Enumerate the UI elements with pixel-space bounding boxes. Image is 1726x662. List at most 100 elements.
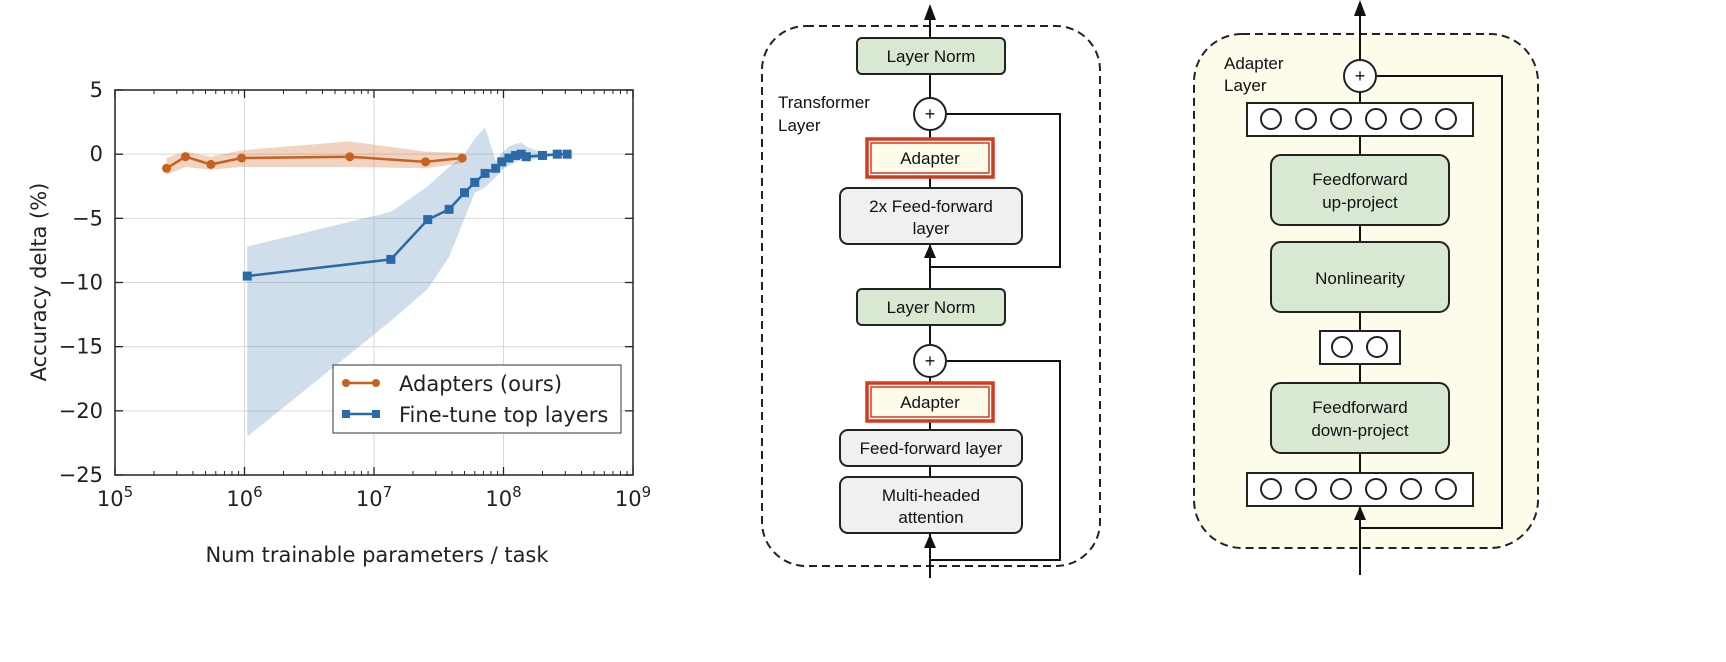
data-point <box>516 149 526 159</box>
data-point <box>470 177 480 187</box>
data-point <box>511 150 521 160</box>
neuron <box>1295 108 1317 130</box>
series-lines <box>162 149 572 281</box>
x-tick-label: 108 <box>485 483 521 511</box>
data-point <box>562 149 572 159</box>
data-point <box>497 157 507 167</box>
skip-connection-bottom <box>930 360 1061 561</box>
ffn-2x-box <box>839 187 1023 245</box>
data-point <box>457 153 467 163</box>
adapter-output-arrowhead <box>1354 0 1366 16</box>
legend-adapters-marker <box>372 379 380 387</box>
down-project-box <box>1270 382 1450 454</box>
adapter-title-line2: Layer <box>1224 76 1267 95</box>
add-node-bottom-plus: + <box>925 351 936 371</box>
attention-label-line1: Multi-headed <box>882 486 980 505</box>
transformer-title-line1: Transformer <box>778 93 870 112</box>
neuron <box>1400 108 1422 130</box>
input-neurons <box>1260 478 1457 500</box>
data-point <box>480 168 490 178</box>
axis-ticks: 105 106 107 108 109 5 0 −5 −10 −15 −20 −25 <box>59 78 651 511</box>
adapter-add-node-plus: + <box>1355 66 1366 86</box>
neuron <box>1400 478 1422 500</box>
legend-box <box>332 364 622 434</box>
feed-forward-layer-box <box>839 429 1023 467</box>
skip-connection-top <box>930 113 1061 268</box>
transformer-layer-diagram: Transformer Layer Multi-headed attention… <box>761 4 1101 578</box>
down-project-label-line1: Feedforward <box>1312 398 1407 417</box>
y-tick-label: −15 <box>59 335 103 359</box>
data-point <box>162 163 172 173</box>
neuron <box>1435 478 1457 500</box>
data-point <box>491 163 501 173</box>
bottleneck-neurons <box>1331 336 1388 358</box>
nonlinearity-label: Nonlinearity <box>1315 269 1405 288</box>
add-node-top <box>913 97 947 131</box>
adapter-top-box <box>870 142 990 174</box>
add-node-top-plus: + <box>925 104 936 124</box>
x-tick-label: 106 <box>226 483 262 511</box>
data-point <box>237 153 247 163</box>
data-point <box>386 254 396 264</box>
adapter-input-arrowhead <box>1354 506 1366 520</box>
neuron <box>1331 336 1353 358</box>
up-project-label-line1: Feedforward <box>1312 170 1407 189</box>
transformer-title-line2: Layer <box>778 116 821 135</box>
feed-forward-layer-label: Feed-forward layer <box>860 439 1003 458</box>
y-tick-label: −25 <box>59 463 103 487</box>
adapter-top-label: Adapter <box>900 149 960 168</box>
neuron <box>1365 108 1387 130</box>
neuron <box>1260 108 1282 130</box>
data-point <box>180 152 190 162</box>
neuron <box>1435 108 1457 130</box>
layer-norm-bottom-box <box>856 288 1006 326</box>
output-arrowhead <box>924 4 936 20</box>
x-tick-label: 107 <box>356 483 392 511</box>
legend-adapters-label: Adapters (ours) <box>399 372 562 396</box>
data-point <box>421 157 431 167</box>
data-point <box>345 152 355 162</box>
layer-norm-bottom-label: Layer Norm <box>887 298 976 317</box>
output-neurons <box>1260 108 1457 130</box>
legend-adapters-marker <box>342 379 350 387</box>
accuracy-chart: 105 106 107 108 109 5 0 −5 −10 −15 −20 −25 Num trai… <box>27 78 651 567</box>
data-point <box>444 204 454 214</box>
ffn-2x-label-line2: layer <box>913 219 950 238</box>
data-point <box>206 159 216 169</box>
adapter-layer-diagram: Adapter Layer Feedforward down-project N… <box>1193 0 1539 575</box>
neuron <box>1366 336 1388 358</box>
y-tick-label: 5 <box>90 78 103 102</box>
grid <box>115 90 633 475</box>
band-series-1 <box>247 127 568 437</box>
y-tick-label: −5 <box>72 206 103 230</box>
data-point <box>242 271 252 281</box>
layer-norm-top-box <box>856 37 1006 75</box>
neuron <box>1295 478 1317 500</box>
nonlinearity-box <box>1270 241 1450 313</box>
y-axis-label: Accuracy delta (%) <box>27 183 51 382</box>
up-project-label-line2: up-project <box>1322 193 1398 212</box>
data-point <box>504 153 514 163</box>
legend: Adapters (ours) Fine-tune top layers <box>332 364 622 434</box>
legend-finetune-marker <box>342 410 350 418</box>
legend-finetune-marker <box>372 410 380 418</box>
data-point <box>423 215 433 225</box>
data-point <box>552 149 562 159</box>
y-tick-label: −10 <box>59 271 103 295</box>
multi-headed-attention-box <box>839 476 1023 534</box>
ffn-arrowhead <box>924 244 936 258</box>
adapter-skip-connection <box>1360 75 1503 529</box>
add-node-bottom <box>913 344 947 378</box>
y-tick-label: −20 <box>59 399 103 423</box>
neuron <box>1365 478 1387 500</box>
down-project-label-line2: down-project <box>1311 421 1409 440</box>
data-point <box>460 188 470 198</box>
neuron <box>1330 108 1352 130</box>
adapter-title-line1: Adapter <box>1224 54 1284 73</box>
neuron <box>1260 478 1282 500</box>
adapter-add-node <box>1343 59 1377 93</box>
attention-label-line2: attention <box>898 508 963 527</box>
adapter-bottom-label: Adapter <box>900 393 960 412</box>
input-arrowhead <box>924 534 936 548</box>
adapter-bottom-box <box>870 386 990 418</box>
